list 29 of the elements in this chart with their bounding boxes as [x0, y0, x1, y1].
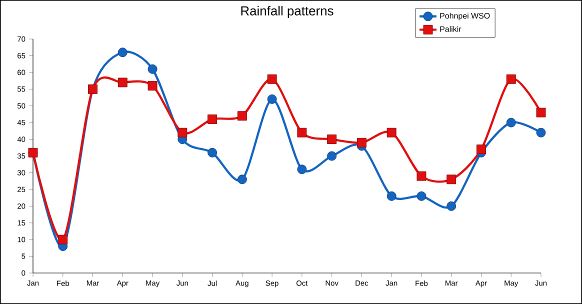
- point: [386, 128, 396, 138]
- point: [356, 138, 366, 148]
- point: [297, 164, 307, 174]
- point: [148, 81, 158, 91]
- chart-title: Rainfall patterns: [241, 6, 334, 18]
- point: [536, 108, 546, 118]
- point: [506, 118, 516, 128]
- point: [327, 151, 337, 161]
- point: [416, 171, 426, 181]
- point: [386, 191, 396, 201]
- point: [267, 94, 277, 104]
- point: [148, 64, 158, 74]
- point: [446, 201, 456, 211]
- point: [506, 74, 516, 84]
- point: [118, 48, 128, 58]
- point: [267, 74, 277, 84]
- point: [536, 128, 546, 138]
- point: [237, 111, 247, 121]
- point: [208, 114, 218, 124]
- point: [446, 174, 456, 184]
- point: [476, 144, 486, 154]
- point: [58, 234, 68, 244]
- point: [297, 128, 307, 138]
- point: [118, 78, 128, 88]
- point: [178, 128, 188, 138]
- point: [416, 191, 426, 201]
- point: [208, 148, 218, 158]
- point: [327, 134, 337, 144]
- point: [237, 174, 247, 184]
